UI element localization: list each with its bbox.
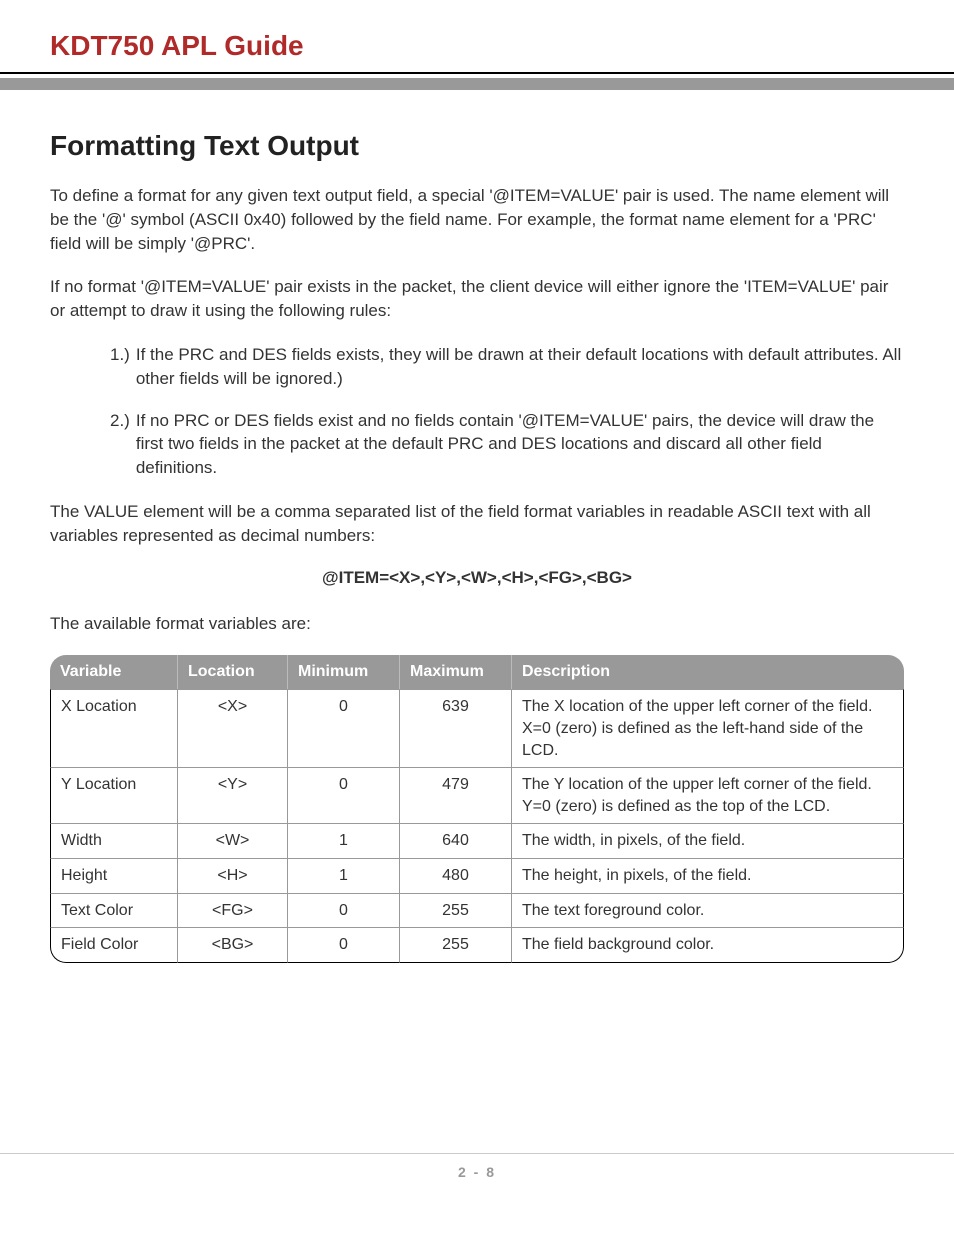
cell-minimum: 0 [288, 767, 400, 823]
rules-list: 1.) If the PRC and DES fields exists, th… [110, 343, 904, 480]
cell-variable: Width [50, 823, 178, 858]
cell-location: <FG> [178, 893, 288, 928]
cell-description: The Y location of the upper left corner … [512, 767, 904, 823]
rule-item: 2.) If no PRC or DES fields exist and no… [110, 409, 904, 480]
section-title: Formatting Text Output [50, 130, 904, 162]
cell-description: The height, in pixels, of the field. [512, 858, 904, 893]
cell-minimum: 1 [288, 823, 400, 858]
cell-maximum: 255 [400, 893, 512, 928]
cell-location: <X> [178, 689, 288, 767]
col-header-description: Description [512, 655, 904, 689]
cell-location: <BG> [178, 927, 288, 963]
col-header-maximum: Maximum [400, 655, 512, 689]
footer-divider [0, 1153, 954, 1154]
cell-minimum: 1 [288, 858, 400, 893]
rule-marker: 1.) [110, 343, 130, 391]
table-row: Height <H> 1 480 The height, in pixels, … [50, 858, 904, 893]
cell-minimum: 0 [288, 927, 400, 963]
cell-minimum: 0 [288, 893, 400, 928]
document-title: KDT750 APL Guide [50, 30, 904, 62]
format-syntax-line: @ITEM=<X>,<Y>,<W>,<H>,<FG>,<BG> [50, 568, 904, 588]
cell-location: <W> [178, 823, 288, 858]
cell-maximum: 480 [400, 858, 512, 893]
cell-description: The X location of the upper left corner … [512, 689, 904, 767]
cell-location: <H> [178, 858, 288, 893]
cell-maximum: 255 [400, 927, 512, 963]
table-body: X Location <X> 0 639 The X location of t… [50, 689, 904, 962]
cell-maximum: 479 [400, 767, 512, 823]
col-header-minimum: Minimum [288, 655, 400, 689]
cell-variable: Height [50, 858, 178, 893]
cell-description: The field background color. [512, 927, 904, 963]
col-header-location: Location [178, 655, 288, 689]
page-number: 2 - 8 [50, 1164, 904, 1180]
cell-maximum: 639 [400, 689, 512, 767]
rule-marker: 2.) [110, 409, 130, 480]
header-divider-line [0, 72, 954, 74]
table-row: Text Color <FG> 0 255 The text foregroun… [50, 893, 904, 928]
intro-paragraph-1: To define a format for any given text ou… [50, 184, 904, 255]
table-row: Y Location <Y> 0 479 The Y location of t… [50, 767, 904, 823]
table-row: Width <W> 1 640 The width, in pixels, of… [50, 823, 904, 858]
value-paragraph: The VALUE element will be a comma separa… [50, 500, 904, 548]
rule-text: If the PRC and DES fields exists, they w… [136, 343, 904, 391]
table-row: Field Color <BG> 0 255 The field backgro… [50, 927, 904, 963]
cell-maximum: 640 [400, 823, 512, 858]
header-divider-bar [0, 78, 954, 90]
cell-description: The width, in pixels, of the field. [512, 823, 904, 858]
table-intro-paragraph: The available format variables are: [50, 612, 904, 636]
format-variables-table: Variable Location Minimum Maximum Descri… [50, 655, 904, 962]
cell-description: The text foreground color. [512, 893, 904, 928]
rule-text: If no PRC or DES fields exist and no fie… [136, 409, 904, 480]
table-header-row: Variable Location Minimum Maximum Descri… [50, 655, 904, 689]
intro-paragraph-2: If no format '@ITEM=VALUE' pair exists i… [50, 275, 904, 323]
col-header-variable: Variable [50, 655, 178, 689]
cell-variable: X Location [50, 689, 178, 767]
table-row: X Location <X> 0 639 The X location of t… [50, 689, 904, 767]
cell-variable: Y Location [50, 767, 178, 823]
cell-variable: Text Color [50, 893, 178, 928]
cell-location: <Y> [178, 767, 288, 823]
cell-variable: Field Color [50, 927, 178, 963]
cell-minimum: 0 [288, 689, 400, 767]
rule-item: 1.) If the PRC and DES fields exists, th… [110, 343, 904, 391]
